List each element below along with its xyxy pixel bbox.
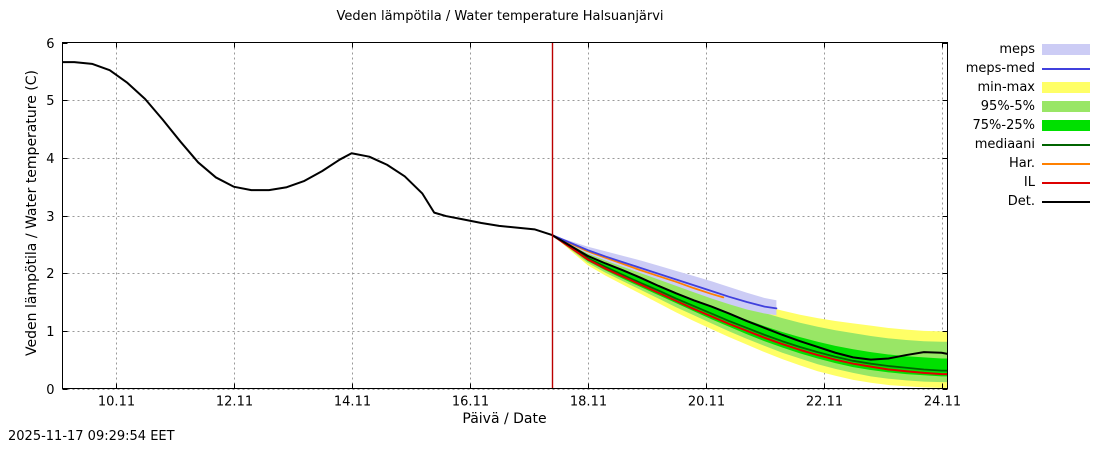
legend-item-label: mediaani [974, 137, 1035, 152]
tick-labels: 0 1 2 3 4 5 6 10.11 12.11 14.11 16.11 18.11 20.11 22.… [46, 37, 961, 410]
timestamp: 2025-11-17 09:29:54 EET [8, 429, 175, 444]
legend-item-swatch [1042, 44, 1090, 55]
y-tick-label: 2 [46, 267, 54, 282]
x-tick-label: 12.11 [216, 395, 253, 410]
series-mediaani [551, 234, 948, 372]
legend-item-swatch [1042, 82, 1090, 93]
legend-item: meps-med [958, 59, 1090, 78]
chart-legend: meps meps-med min-max 95%-5% 75%-25% mediaani… [958, 40, 1090, 211]
legend-item-label: meps-med [965, 61, 1035, 76]
legend-item-label: min-max [977, 80, 1035, 95]
x-tick-label: 18.11 [570, 395, 607, 410]
legend-item: Har. [958, 154, 1090, 173]
y-tick-label: 3 [46, 210, 54, 225]
x-tick-label: 24.11 [924, 395, 961, 410]
legend-item-label: IL [1023, 175, 1035, 190]
legend-item-swatch [1042, 101, 1090, 112]
x-tick-label: 10.11 [98, 395, 135, 410]
y-tick-label: 1 [46, 325, 54, 340]
y-axis-label: Veden lämpötila / Water temperature (C) [24, 70, 40, 356]
legend-item: IL [958, 173, 1090, 192]
series-meps_med [551, 234, 778, 310]
legend-item-swatch [1042, 158, 1090, 169]
x-tick-label: 20.11 [688, 395, 725, 410]
y-tick-label: 4 [46, 152, 54, 167]
series-det [62, 61, 948, 361]
legend-item-label: Har. [1008, 156, 1035, 171]
legend-item: Det. [958, 192, 1090, 211]
legend-item-swatch [1042, 120, 1090, 131]
legend-item: min-max [958, 78, 1090, 97]
x-axis-label: Päivä / Date [462, 411, 547, 427]
y-tick-label: 0 [46, 383, 54, 398]
legend-item: mediaani [958, 135, 1090, 154]
series-il [551, 234, 948, 376]
x-tick-label: 22.11 [806, 395, 843, 410]
legend-item-label: meps [999, 42, 1035, 57]
legend-item-label: Det. [1007, 194, 1035, 209]
legend-item-label: 95%-5% [980, 99, 1035, 114]
axes [62, 42, 948, 390]
chart-title: Veden lämpötila / Water temperature Hals… [336, 9, 664, 24]
legend-item-swatch [1042, 63, 1090, 74]
legend-item: meps [958, 40, 1090, 59]
y-tick-label: 6 [46, 37, 54, 52]
legend-item: 95%-5% [958, 97, 1090, 116]
legend-item-swatch [1042, 177, 1090, 188]
x-tick-label: 16.11 [452, 395, 489, 410]
legend-item: 75%-25% [958, 116, 1090, 135]
legend-item-swatch [1042, 196, 1090, 207]
data-lines [62, 42, 948, 389]
legend-item-label: 75%-25% [972, 118, 1035, 133]
band-p75_p25 [552, 235, 948, 377]
legend-item-swatch [1042, 139, 1090, 150]
y-tick-label: 5 [46, 94, 54, 109]
x-tick-label: 14.11 [334, 395, 371, 410]
